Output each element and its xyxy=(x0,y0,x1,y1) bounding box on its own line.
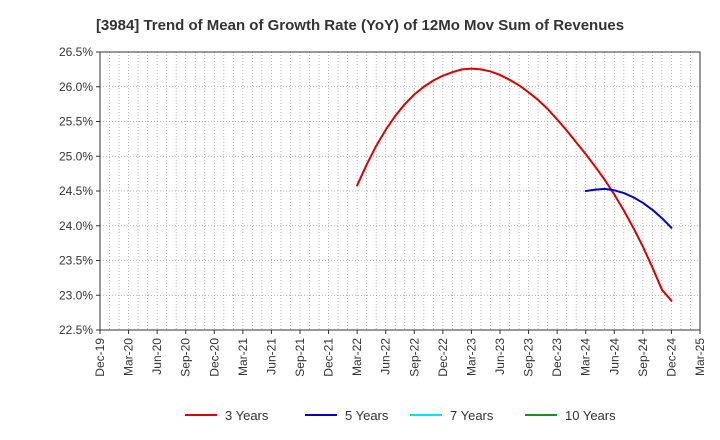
x-tick-label: Mar-22 xyxy=(350,338,364,376)
grid-layer xyxy=(100,51,700,331)
y-tick-label: 25.5% xyxy=(59,115,93,129)
x-tick-label: Sep-20 xyxy=(179,338,193,377)
x-tick-label: Sep-24 xyxy=(636,338,650,377)
y-tick-label: 23.5% xyxy=(59,254,93,268)
x-tick-label: Sep-22 xyxy=(407,338,421,377)
x-tick-label: Dec-22 xyxy=(436,338,450,377)
series-line-5-years xyxy=(584,187,673,229)
x-tick-label: Sep-21 xyxy=(293,338,307,377)
x-tick-label: Mar-20 xyxy=(122,338,136,376)
legend-label-5-years: 5 Years xyxy=(345,408,389,423)
y-tick-label: 26.0% xyxy=(59,80,93,94)
legend-label-7-years: 7 Years xyxy=(450,408,494,423)
x-tick-label: Mar-21 xyxy=(236,338,250,376)
y-tick-label: 23.0% xyxy=(59,288,93,302)
x-tick-label: Dec-21 xyxy=(322,338,336,377)
x-tick-label: Dec-20 xyxy=(207,338,221,377)
chart-title: [3984] Trend of Mean of Growth Rate (YoY… xyxy=(96,17,624,34)
y-tick-label: 24.0% xyxy=(59,219,93,233)
x-tick-label: Mar-23 xyxy=(464,338,478,376)
series-layer xyxy=(356,67,673,302)
legend: 3 Years 5 Years 7 Years 10 Years xyxy=(185,408,616,423)
x-tick-label: Sep-23 xyxy=(522,338,536,377)
y-tick-label: 22.5% xyxy=(59,323,93,337)
x-tick-label: Dec-23 xyxy=(550,338,564,377)
x-tick-label: Jun-24 xyxy=(607,338,621,375)
x-tick-label: Mar-24 xyxy=(579,338,593,376)
y-tick-label: 25.0% xyxy=(59,149,93,163)
x-tick-label: Jun-23 xyxy=(493,338,507,375)
x-tick-label: Jun-20 xyxy=(150,338,164,375)
x-tick-label: Mar-25 xyxy=(693,338,707,376)
x-tick-label: Dec-24 xyxy=(664,338,678,377)
legend-label-10-years: 10 Years xyxy=(565,408,616,423)
y-tick-label: 26.5% xyxy=(59,45,93,59)
legend-label-3-years: 3 Years xyxy=(225,408,269,423)
axis-layer: 22.5% 23.0% 23.5% 24.0% 24.5% 25.0% 25.5% 26.0%… xyxy=(59,45,707,377)
x-tick-label: Jun-22 xyxy=(379,338,393,375)
x-tick-label: Jun-21 xyxy=(264,338,278,375)
series-line-3-years xyxy=(356,67,673,302)
y-tick-label: 24.5% xyxy=(59,184,93,198)
x-tick-label: Dec-19 xyxy=(93,338,107,377)
